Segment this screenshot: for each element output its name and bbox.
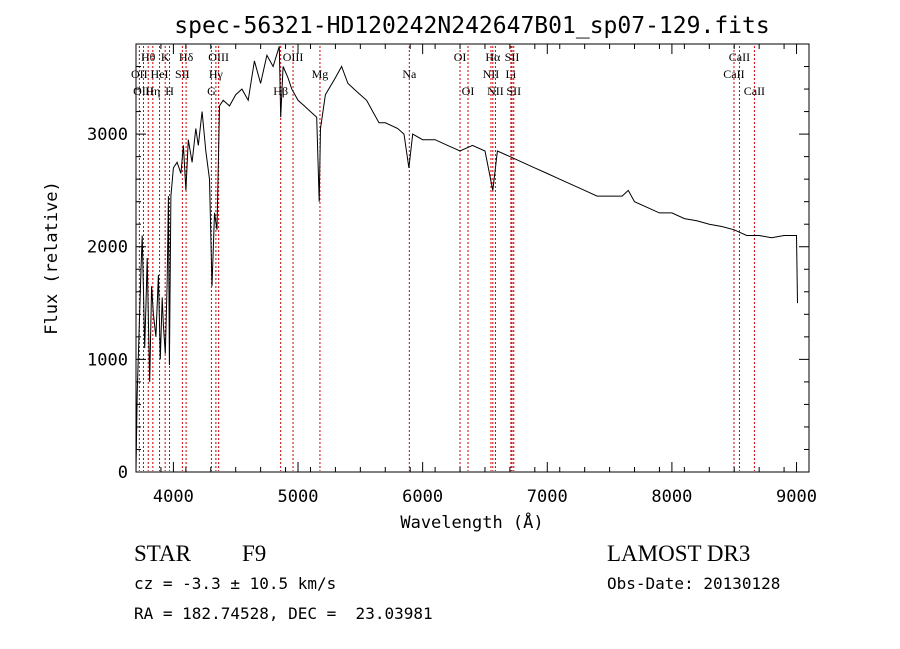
y-axis-label: Flux (relative) (42, 181, 62, 335)
line-label: CaII (744, 84, 765, 98)
x-tick-label: 5000 (278, 487, 319, 507)
line-label: OI (462, 84, 475, 98)
survey-name: LAMOST DR3 (607, 541, 751, 566)
line-label: OIII (133, 84, 154, 98)
line-label: G (207, 84, 216, 98)
line-label: Hβ (273, 84, 288, 98)
x-tick-label: 9000 (776, 487, 817, 507)
observation-date: Obs-Date: 20130128 (607, 574, 781, 593)
line-label: Mg (312, 67, 329, 81)
line-label: CaII (729, 50, 750, 64)
coordinates-readout: RA = 182.74528, DEC = 23.03981 (134, 604, 433, 623)
line-label: Li (506, 67, 517, 81)
x-axis: 4000 5000 6000 7000 8000 9000 (135, 44, 817, 507)
x-tick-label: 8000 (651, 487, 692, 507)
line-label: NII (483, 67, 500, 81)
line-label: K (161, 50, 170, 64)
object-subclass: F9 (242, 541, 267, 566)
line-label: Hη (145, 84, 160, 98)
y-axis: 0 1000 2000 3000 (87, 66, 809, 483)
line-label: H (165, 84, 174, 98)
spectrum-line (135, 46, 798, 473)
line-label: OIII (208, 50, 229, 64)
y-tick-label: 1000 (87, 350, 128, 370)
y-tick-label: 3000 (87, 125, 128, 145)
line-label: NII (487, 84, 504, 98)
line-label: OIII (283, 50, 304, 64)
object-class: STAR (134, 541, 191, 566)
line-label: Na (402, 67, 417, 81)
line-label: Hα (485, 50, 501, 64)
plot-frame (135, 43, 810, 473)
line-label: SII (505, 50, 520, 64)
line-label: CaII (723, 67, 744, 81)
line-label: SII (175, 67, 190, 81)
line-label: OI (454, 50, 467, 64)
line-label: HeI (151, 67, 169, 81)
spectral-line-markers (138, 46, 755, 471)
line-label: Hθ (141, 50, 156, 64)
line-label: SII (506, 84, 521, 98)
line-label: OII (131, 67, 148, 81)
line-label: Hγ (209, 67, 224, 81)
redshift-readout: cz = -3.3 ± 10.5 km/s (134, 574, 337, 593)
x-tick-label: 4000 (153, 487, 194, 507)
x-axis-label: Wavelength (Å) (400, 511, 543, 533)
y-tick-label: 2000 (87, 238, 128, 258)
chart-title: spec-56321-HD120242N242647B01_sp07-129.f… (174, 13, 769, 39)
x-tick-label: 7000 (527, 487, 568, 507)
y-tick-label: 0 (118, 463, 128, 483)
x-tick-label: 6000 (402, 487, 443, 507)
line-label: Hδ (179, 50, 194, 64)
